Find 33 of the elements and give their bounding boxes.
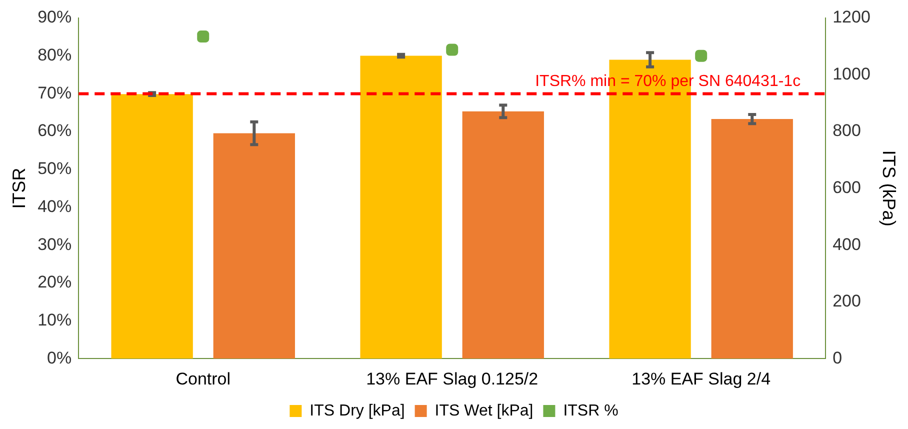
bar — [462, 111, 544, 359]
x-tick-label: 13% EAF Slag 0.125/2 — [366, 369, 538, 388]
y2-tick-label: 0 — [832, 348, 842, 368]
bar — [711, 119, 793, 359]
y2-tick-label: 400 — [832, 234, 861, 254]
y-axis-title: ITSR — [8, 168, 29, 209]
y-tick-label: 70% — [38, 83, 72, 102]
y-tick-label: 30% — [38, 234, 72, 254]
y-tick-label: 10% — [38, 310, 72, 330]
y2-tick-label: 200 — [832, 292, 861, 311]
y2-tick-label: 1200 — [832, 8, 870, 27]
y-tick-label: 80% — [38, 46, 72, 65]
legend-label: ITS Wet [kPa] — [434, 402, 534, 420]
bar — [111, 94, 193, 359]
y-tick-label: 0% — [47, 348, 72, 368]
point — [197, 30, 210, 43]
y-tick-label: 90% — [38, 8, 72, 27]
y2-tick-label: 600 — [832, 178, 861, 197]
legend-label: ITS Dry [kPa] — [310, 402, 405, 420]
y-tick-label: 40% — [38, 196, 72, 216]
y-tick-label: 60% — [38, 121, 72, 140]
y2-tick-label: 1000 — [832, 64, 870, 84]
point — [446, 44, 458, 56]
y-tick-label: 50% — [38, 159, 72, 178]
bar — [213, 133, 295, 359]
y2-tick-label: 800 — [832, 121, 861, 140]
y-tick-label: 20% — [38, 272, 72, 292]
y2-axis-title: ITS (kPa) — [879, 150, 900, 226]
x-tick-label: Control — [176, 369, 231, 388]
x-tick-label: 13% EAF Slag 2/4 — [632, 369, 771, 388]
point — [695, 50, 708, 62]
bar — [360, 56, 442, 359]
legend-label: ITSR % — [563, 402, 618, 420]
